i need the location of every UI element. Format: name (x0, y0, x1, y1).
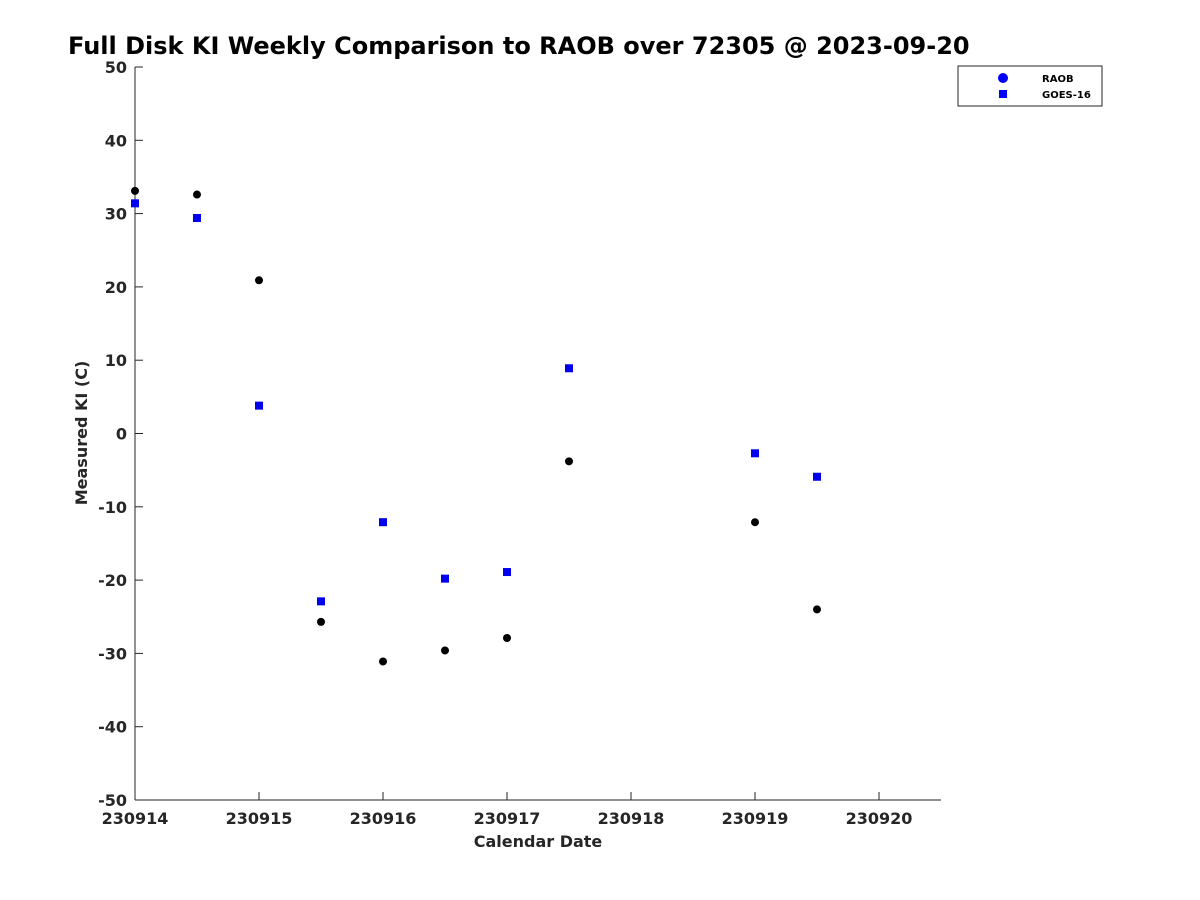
point-goes-16 (131, 199, 139, 208)
legend-marker-goes-16 (999, 90, 1007, 98)
x-tick-label: 230919 (722, 809, 789, 828)
x-tick-label: 230914 (102, 809, 169, 828)
point-raob (379, 657, 387, 666)
chart-title: Full Disk KI Weekly Comparison to RAOB o… (68, 32, 970, 60)
point-raob (441, 646, 449, 655)
legend-box (957, 65, 1103, 107)
point-goes-16 (751, 449, 759, 458)
point-raob (751, 518, 759, 527)
point-raob (813, 605, 821, 614)
y-tick-label: 0 (116, 425, 127, 444)
legend: RAOB GOES-16 (957, 65, 1103, 107)
y-tick-label: 10 (105, 351, 127, 370)
point-goes-16 (379, 518, 387, 527)
x-tick-label: 230916 (350, 809, 417, 828)
legend-label-goes-16: GOES-16 (1042, 90, 1091, 101)
point-raob (131, 186, 139, 195)
data-points (131, 186, 821, 666)
point-raob (503, 634, 511, 643)
legend-marker-raob (998, 73, 1008, 83)
point-goes-16 (193, 213, 201, 222)
y-tick-label: -40 (98, 718, 127, 737)
x-axis-ticks: 230914 230915 230916 230917 230918 230919 2309… (102, 792, 913, 828)
x-tick-label: 230915 (226, 809, 293, 828)
y-tick-label: 20 (105, 278, 127, 297)
y-axis-ticks: 50 40 30 20 10 0 -10 -20 -30 -40 -50 (98, 58, 143, 810)
y-axis-label: Measured KI (C) (72, 361, 91, 506)
point-goes-16 (317, 597, 325, 606)
legend-label-raob: RAOB (1042, 74, 1074, 85)
y-tick-label: -50 (98, 791, 127, 810)
x-tick-label: 230917 (474, 809, 541, 828)
point-goes-16 (255, 401, 263, 410)
x-tick-label: 230920 (846, 809, 913, 828)
point-goes-16 (813, 472, 821, 481)
point-raob (565, 457, 573, 466)
y-tick-label: 40 (105, 131, 127, 150)
plot-axes (134, 67, 941, 801)
y-tick-label: 30 (105, 205, 127, 224)
y-tick-label: -30 (98, 644, 127, 663)
point-goes-16 (503, 568, 511, 577)
point-raob (317, 617, 325, 626)
y-tick-label: 50 (105, 58, 127, 77)
x-tick-label: 230918 (598, 809, 665, 828)
point-raob (193, 190, 201, 199)
point-raob (255, 276, 263, 285)
x-axis-label: Calendar Date (474, 832, 603, 851)
y-tick-label: -10 (98, 498, 127, 517)
y-tick-label: -20 (98, 571, 127, 590)
point-goes-16 (565, 364, 573, 373)
point-goes-16 (441, 574, 449, 583)
